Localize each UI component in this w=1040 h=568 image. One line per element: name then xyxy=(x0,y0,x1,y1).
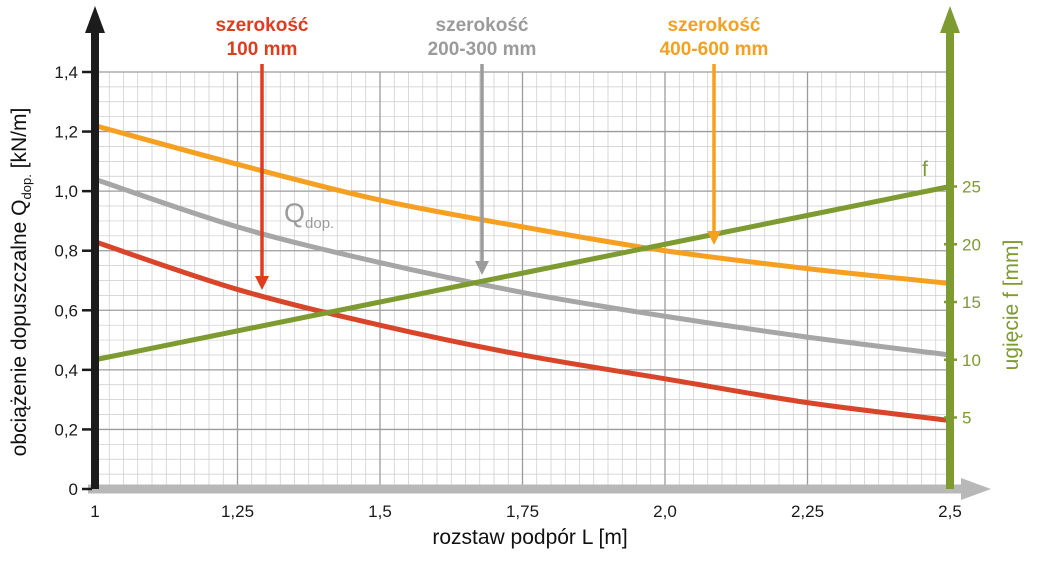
series-label-400-600mm-line2: 400-600 mm xyxy=(660,39,769,60)
y-tick-label: 1,0 xyxy=(54,182,78,201)
y-tick-label: 0,4 xyxy=(54,361,78,380)
f-tick-label: 25 xyxy=(962,178,981,197)
qdop-label-sub: dop. xyxy=(305,215,334,232)
arrow-200-300mm-head xyxy=(475,261,489,275)
y-axis-arrowhead xyxy=(85,6,105,33)
series-label-200-300mm-line2: 200-300 mm xyxy=(428,39,537,60)
x-tick-label: 2,25 xyxy=(791,502,824,521)
f-tick-label: 5 xyxy=(962,409,971,428)
y-tick-label: 1,4 xyxy=(54,63,78,82)
curve-szeroko-200-300-mm xyxy=(92,176,953,358)
f-tick-label: 20 xyxy=(962,235,981,254)
curve-ugi-cie-f xyxy=(92,184,953,363)
y-tick-label: 0,2 xyxy=(54,420,78,439)
series-label-100mm-line2: 100 mm xyxy=(227,39,298,60)
series-label-100mm-line1: szerokość xyxy=(216,15,309,36)
axis-titles: obciążenie dopuszczalne Qdop. [kN/m] roz… xyxy=(8,108,1023,549)
y-tick-label: 0 xyxy=(69,480,78,499)
y2-axis-arrowhead xyxy=(940,6,960,33)
curves xyxy=(92,123,953,423)
x-tick-label: 2,0 xyxy=(653,502,677,521)
x-tick-label: 1,25 xyxy=(221,502,254,521)
qdop-label-main: Q xyxy=(284,198,305,228)
x-tick-label: 1 xyxy=(90,502,99,521)
curve-szeroko-100-mm xyxy=(92,239,953,423)
axes xyxy=(85,6,991,500)
arrow-100mm-head xyxy=(255,276,269,290)
y2-axis-title: ugięcie f [mm] xyxy=(1000,240,1023,371)
x-axis-title: rozstaw podpór L [m] xyxy=(432,526,627,549)
y-axis-title-pre: obciążenie dopuszczalne Q xyxy=(8,199,31,456)
y-tick-label: 0,8 xyxy=(54,242,78,261)
y-axis-title-post: [kN/m] xyxy=(8,108,31,175)
x-axis-arrowhead xyxy=(961,478,991,500)
f-curve-label: f xyxy=(922,158,928,181)
series-label-200-300mm-line1: szerokość xyxy=(436,15,529,36)
y-axis-title: obciążenie dopuszczalne Qdop. [kN/m] xyxy=(8,108,34,457)
arrow-400-600mm-head xyxy=(707,231,721,245)
curve-szeroko-400-600-mm xyxy=(92,123,953,286)
series-label-400-600mm-line1: szerokość xyxy=(668,15,761,36)
x-tick-label: 2,5 xyxy=(938,502,962,521)
x-tick-label: 1,5 xyxy=(368,502,392,521)
y-axis-title-sub: dop. xyxy=(19,174,34,199)
f-tick-label: 10 xyxy=(962,351,981,370)
tick-labels: 0 0,2 0,4 0,6 0,8 1,0 1,2 1,4 1 1,25 1,5 1,75 2,0 2,2… xyxy=(54,63,981,521)
x-tick-label: 1,75 xyxy=(506,502,539,521)
y-tick-label: 0,6 xyxy=(54,301,78,320)
qdop-label: Qdop. xyxy=(284,198,334,232)
y-tick-label: 1,2 xyxy=(54,123,78,142)
f-tick-label: 15 xyxy=(962,293,981,312)
annotations: szerokość 100 mm szerokość 200-300 mm sz… xyxy=(216,15,928,290)
